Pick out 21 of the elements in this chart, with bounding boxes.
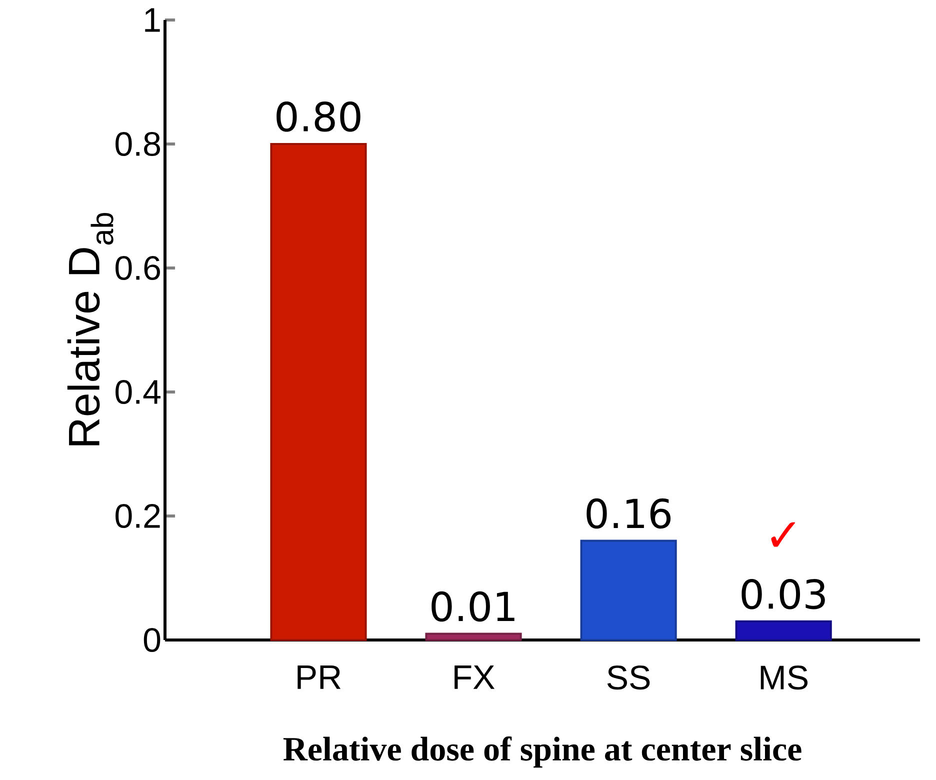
y-tick-label: 0 <box>144 628 160 652</box>
x-tick-label: FX <box>454 666 495 689</box>
x-tick-label: SS <box>607 666 650 690</box>
annotation: ✓ <box>771 522 796 547</box>
x-tick-label: MS <box>760 666 808 690</box>
x-axis-title: Relative dose of spine at center slice <box>283 736 802 768</box>
bar <box>735 620 832 641</box>
y-tick-label: 0.6 <box>116 256 160 280</box>
data-label: 0.80 <box>276 102 360 132</box>
x-tick-label: PR <box>298 666 341 689</box>
y-tick-label: 0.2 <box>116 504 160 528</box>
y-tick-label: 0.8 <box>116 132 160 156</box>
y-axis-title: Relative D$_{ab}$ <box>67 212 114 446</box>
bar <box>270 142 367 641</box>
y-tick-label: 0.4 <box>116 380 160 404</box>
data-label: 0.03 <box>742 578 825 610</box>
data-label: 0.01 <box>432 591 514 622</box>
bar <box>580 540 677 641</box>
y-tick-label: 1 <box>145 8 160 32</box>
data-label: 0.16 <box>586 498 671 529</box>
bar <box>425 632 522 641</box>
